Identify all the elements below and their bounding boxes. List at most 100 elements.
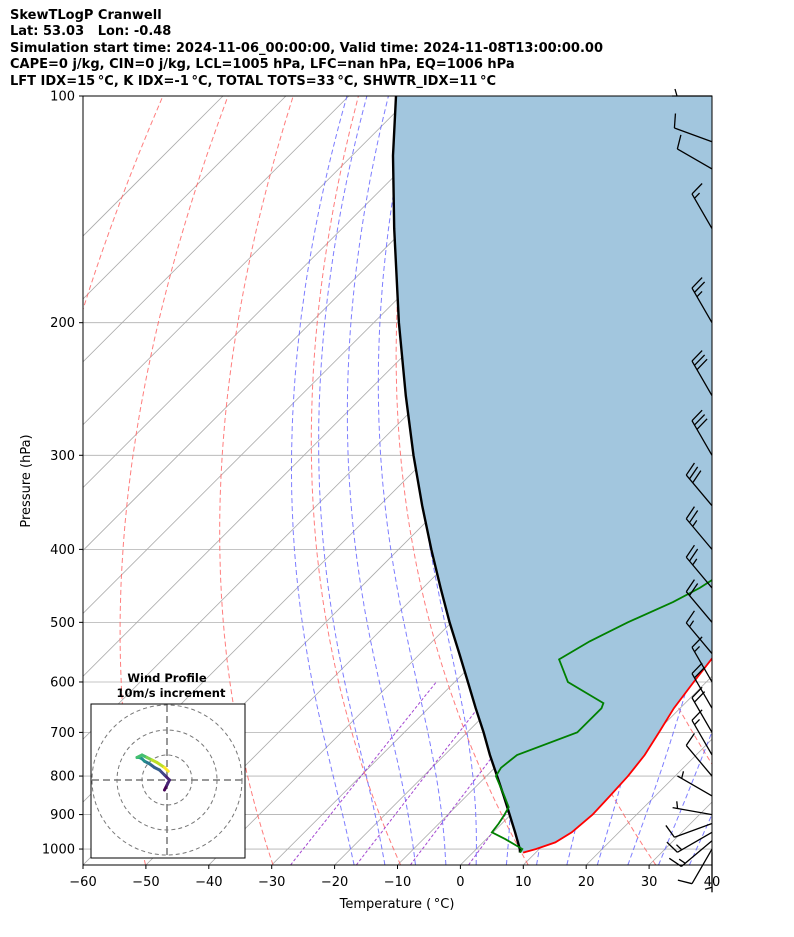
barb-staff — [685, 622, 713, 654]
barb-half — [694, 645, 701, 653]
barb-full — [688, 548, 699, 562]
moist-adiabat-line — [346, 96, 416, 865]
barb-full — [688, 583, 699, 596]
hodograph-segment — [155, 761, 166, 769]
dry-adiabat-line — [749, 96, 794, 865]
barb-half — [674, 88, 678, 97]
wind-barb — [677, 848, 713, 885]
wind-barb — [665, 822, 713, 838]
barb-full — [677, 879, 693, 885]
time-text: Simulation start time: 2024-11-06_00:00:… — [10, 40, 603, 56]
wind-barb — [676, 134, 713, 170]
wind-barb — [691, 409, 713, 456]
barb-half — [694, 718, 701, 726]
y-tick-label: 1000 — [42, 843, 75, 858]
x-tick-label: 10 — [515, 875, 532, 890]
barb-full — [691, 636, 703, 648]
barb-full — [685, 732, 695, 746]
location-text: Lat: 53.03 Lon: -0.48 — [10, 24, 172, 40]
barb-full — [665, 825, 675, 838]
stability-indices-text: LFT IDX=15 °C, K IDX=-1 °C, TOTAL TOTS=3… — [10, 73, 497, 89]
barb-full — [694, 281, 706, 293]
barb-staff — [677, 831, 713, 853]
mixing-ratio-line — [355, 681, 499, 865]
barb-full — [666, 841, 678, 853]
y-tick-label: 400 — [50, 543, 75, 558]
barb-half — [692, 520, 698, 527]
moist-adiabat-line — [377, 96, 447, 865]
y-tick-label: 900 — [50, 808, 75, 823]
wind-barb — [691, 277, 713, 324]
barb-half — [692, 558, 698, 566]
hodograph-inset: Wind Profile 10m/s increment — [90, 671, 246, 859]
barb-full — [694, 414, 706, 426]
barb-full — [685, 544, 695, 558]
x-tick-label: 20 — [578, 875, 595, 890]
wind-barb — [685, 544, 713, 589]
wind-barb — [691, 636, 713, 683]
y-axis-label: Pressure (hPa) — [19, 434, 34, 527]
barb-staff — [691, 848, 713, 885]
dry-adiabat-line — [310, 96, 402, 865]
x-axis-ticks: −60 −50 −40 −30 −20 −10 0 10 20 30 40 — [69, 865, 720, 890]
barb-staff — [685, 591, 713, 623]
barb-full — [696, 358, 708, 371]
barb-half — [704, 886, 713, 890]
barb-full — [685, 506, 695, 520]
hodograph-plot — [91, 704, 244, 857]
wind-barb — [685, 579, 713, 623]
x-axis-label: Temperature ( °C) — [339, 897, 455, 912]
parcel-indices-text: CAPE=0 j/kg, CIN=0 j/kg, LCL=1005 hPa, L… — [10, 57, 515, 73]
wind-barb — [691, 183, 713, 229]
y-tick-label: 600 — [50, 675, 75, 690]
wind-barb — [685, 462, 713, 507]
barb-staff — [680, 840, 713, 867]
chart-title: SkewTLogP Cranwell — [10, 8, 162, 23]
barb-full — [692, 470, 702, 484]
barb-staff — [691, 287, 713, 324]
y-tick-label: 500 — [50, 616, 75, 631]
barb-staff — [685, 556, 713, 589]
x-tick-label: 30 — [641, 875, 658, 890]
dry-adiabat-line — [395, 96, 529, 865]
barb-half — [694, 192, 701, 199]
barb-full — [691, 183, 703, 195]
barb-staff — [691, 647, 713, 683]
x-tick-label: −10 — [384, 875, 411, 890]
barb-full — [685, 610, 695, 624]
barb-staff — [672, 807, 713, 816]
sounding-profiles — [391, 96, 712, 854]
barb-half — [678, 858, 686, 864]
wind-barb — [685, 506, 713, 550]
cin-shaded-area — [393, 96, 712, 853]
isotherm-line — [334, 487, 712, 865]
barb-half — [688, 620, 695, 628]
x-tick-label: −40 — [195, 875, 222, 890]
barb-staff — [691, 719, 713, 756]
x-tick-label: 0 — [456, 875, 464, 890]
barb-full — [691, 662, 703, 674]
barb-full — [691, 277, 703, 289]
wind-barb — [672, 88, 712, 97]
barb-full — [685, 462, 695, 476]
chart-header: SkewTLogP Cranwell Lat: 53.03 Lon: -0.48 S… — [10, 8, 603, 90]
moist-adiabat-line — [291, 96, 355, 865]
isotherm-line — [83, 96, 350, 363]
moist-adiabat-line — [627, 96, 712, 865]
wind-barb — [668, 840, 713, 868]
dry-adiabat-line — [219, 96, 294, 865]
barb-staff — [691, 673, 713, 709]
barb-full — [694, 666, 706, 679]
x-tick-label: −30 — [258, 875, 285, 890]
barb-full — [688, 510, 699, 523]
hodograph-title: Wind Profile — [127, 671, 207, 685]
y-tick-label: 300 — [50, 449, 75, 464]
barb-staff — [685, 518, 713, 550]
y-tick-label: 100 — [50, 90, 75, 105]
barb-staff — [677, 148, 713, 170]
dewpoint-profile-line — [490, 578, 712, 854]
x-tick-label: −50 — [132, 875, 159, 890]
wind-barb — [677, 771, 713, 797]
barb-full — [688, 466, 699, 480]
